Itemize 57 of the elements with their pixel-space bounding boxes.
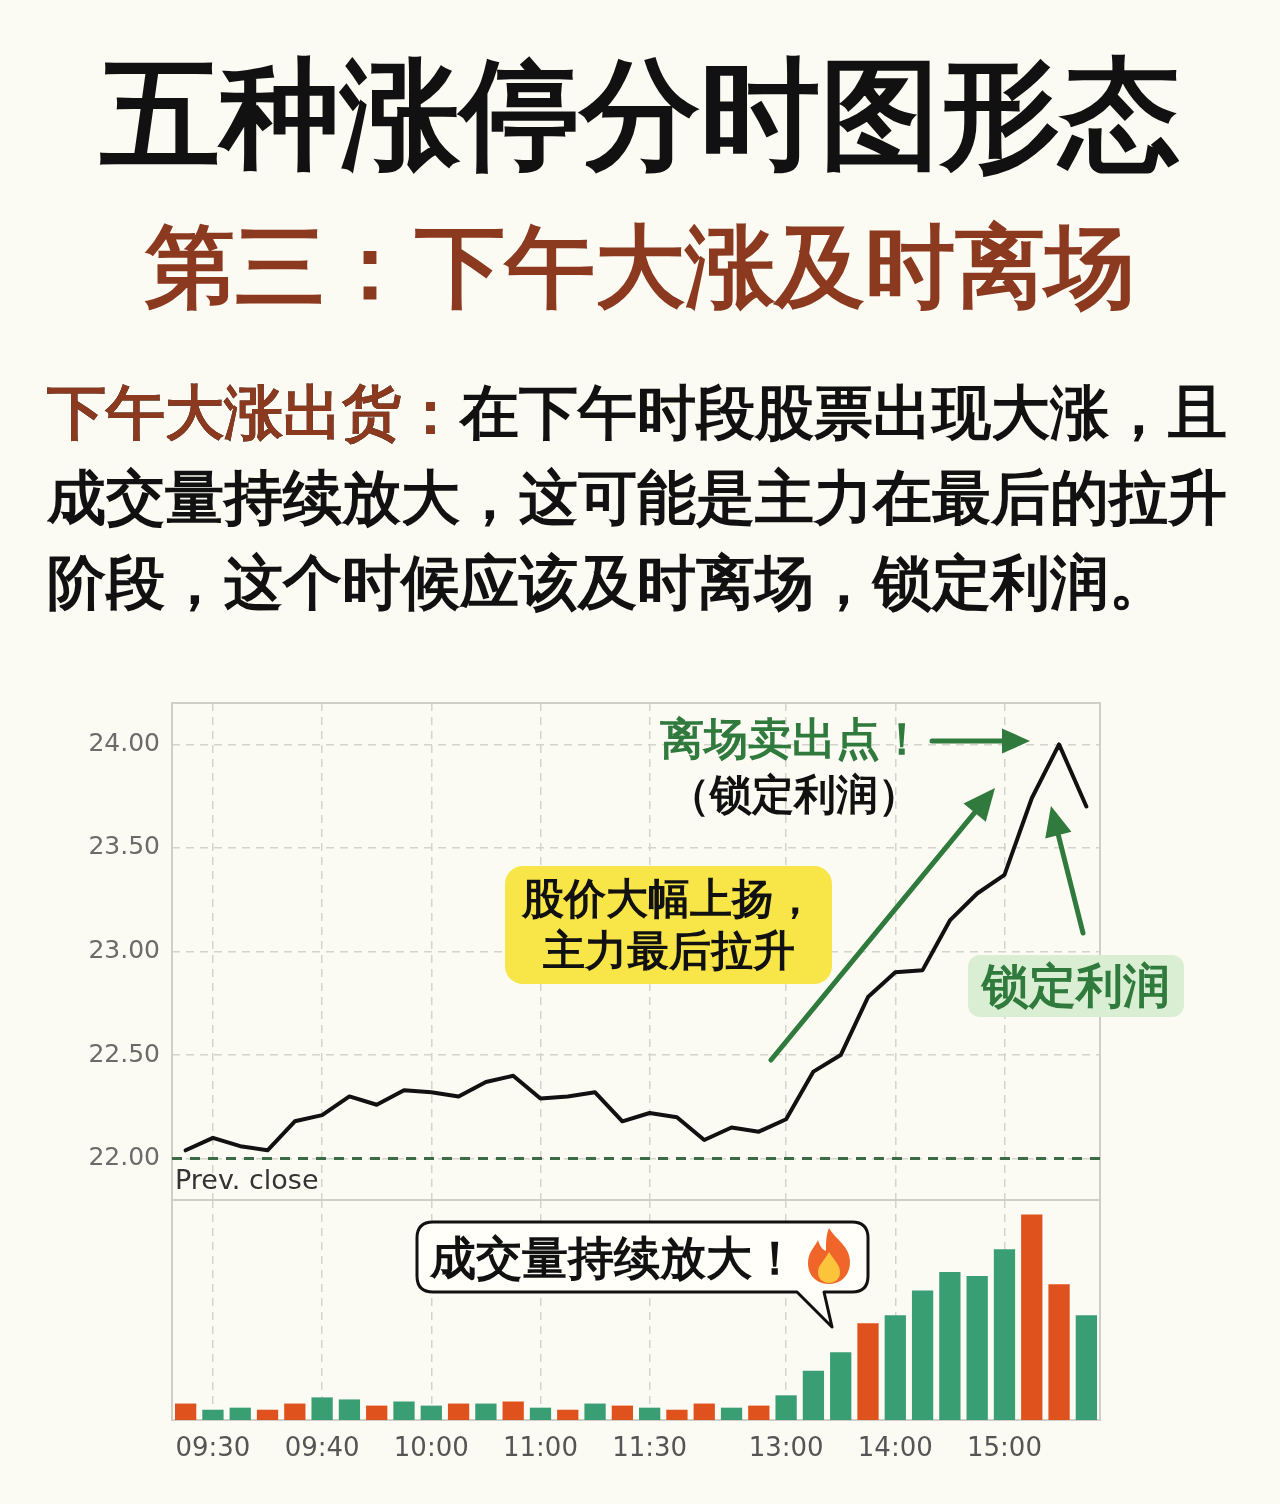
bar (884, 1315, 906, 1420)
bar (1048, 1284, 1070, 1420)
x-tick-label: 09:40 (284, 1432, 360, 1463)
bar (175, 1403, 197, 1420)
x-tick-label: 11:30 (612, 1432, 688, 1463)
bar (502, 1401, 524, 1420)
bar (802, 1370, 825, 1420)
bar (256, 1409, 279, 1420)
x-tick-label: 15:00 (967, 1432, 1042, 1463)
text: 下午大涨出货：在下午时段股票出现大涨，且成交量持续放大，这可能是主力在最后的拉升阶段，这个时候应该及时离场，锁定利润。 (47, 370, 1247, 625)
bar (1021, 1214, 1043, 1420)
bar (693, 1403, 715, 1420)
x-tick-label: 13:00 (748, 1432, 824, 1463)
callout-box: 锁定利润 (968, 955, 1184, 1017)
bar (229, 1407, 251, 1420)
x-tick-label: 10:00 (393, 1432, 469, 1463)
bar (366, 1405, 388, 1420)
bar (939, 1271, 961, 1420)
y-tick-label: 23.00 (88, 935, 160, 964)
bar (748, 1405, 770, 1420)
bar (720, 1407, 743, 1420)
bar (775, 1395, 797, 1420)
y-tick-label: 22.50 (88, 1038, 160, 1068)
bar (584, 1403, 606, 1420)
bar (393, 1401, 415, 1420)
bar (1075, 1315, 1097, 1420)
y-tick-label: 22.00 (88, 1142, 160, 1172)
annotation: （锁定利润） (668, 770, 920, 820)
bar (611, 1405, 633, 1420)
callout-box: 股价大幅上扬，主力最后拉升 (505, 866, 832, 984)
bar (966, 1276, 988, 1420)
bar (202, 1409, 224, 1420)
bar (529, 1407, 552, 1420)
chart-subtitle: 第三：下午大涨及时离场 (144, 214, 1136, 319)
annotation: 成交量持续放大！ (430, 1231, 798, 1285)
bar (911, 1290, 934, 1420)
bar (338, 1399, 361, 1420)
bar (475, 1403, 497, 1420)
bar (857, 1323, 879, 1420)
bar (284, 1403, 306, 1420)
bar (447, 1403, 470, 1420)
bar (311, 1397, 333, 1420)
x-tick-label: 09:30 (175, 1432, 251, 1463)
bar (420, 1405, 442, 1420)
annotation: 股价大幅上扬，主力最后拉升 (520, 873, 817, 977)
bar (639, 1407, 661, 1420)
x-tick-label: 11:00 (503, 1432, 578, 1463)
bar (830, 1352, 852, 1420)
bar (993, 1249, 1016, 1420)
y-tick-label: 23.50 (88, 831, 160, 861)
x-tick-label: 14:00 (857, 1432, 933, 1463)
chart-title: 五种涨停分时图形态 (99, 45, 1181, 184)
y-tick-label: 24.00 (88, 727, 160, 757)
bar (666, 1409, 688, 1420)
annotation: 离场卖出点！ (660, 713, 924, 765)
bar (557, 1409, 579, 1420)
ref-line-label: Prev. close (175, 1164, 319, 1196)
